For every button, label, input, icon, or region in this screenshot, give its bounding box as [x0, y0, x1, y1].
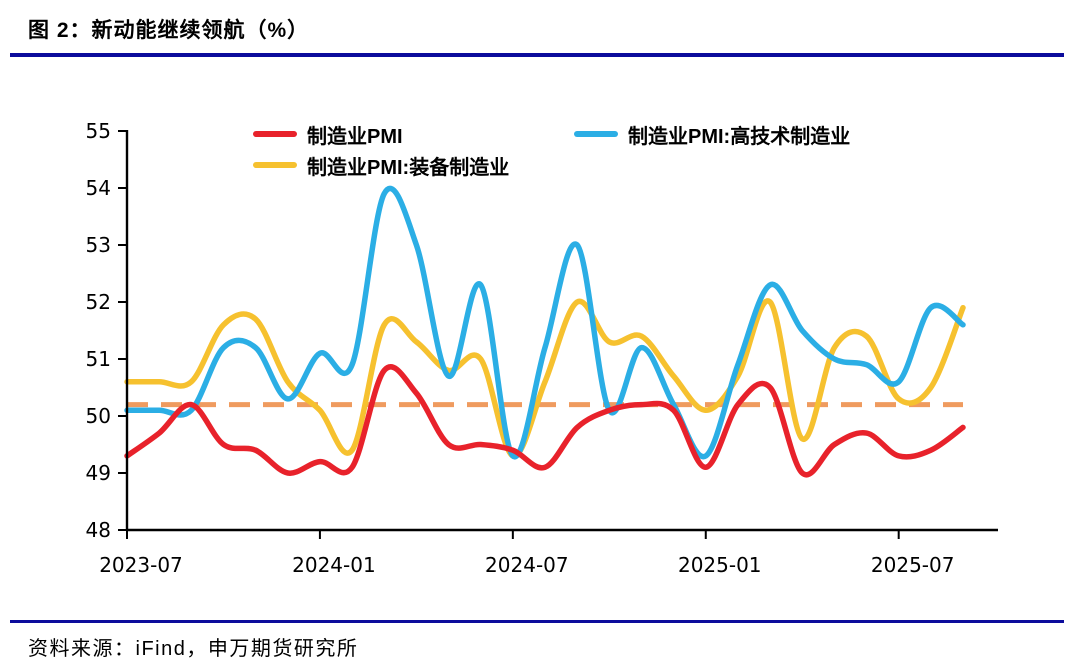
- y-tick-label: 51: [86, 347, 111, 371]
- title-rule: [10, 53, 1064, 57]
- series-line-manufacturing-pmi: [124, 364, 966, 478]
- series-line-hightech-manufacturing: [124, 185, 966, 460]
- x-tick-label: 2025-07: [871, 553, 955, 577]
- y-tick-label: 50: [86, 404, 111, 428]
- x-tick-label: 2024-01: [292, 553, 376, 577]
- legend-item-equipment-manufacturing: 制造业PMI:装备制造业: [253, 153, 510, 179]
- legend-swatch-manufacturing-pmi: [253, 131, 297, 137]
- x-tick-label: 2025-01: [678, 553, 762, 577]
- x-tick-label: 2024-07: [485, 553, 569, 577]
- x-tick-label: 2023-07: [99, 553, 183, 577]
- series-line-equipment-manufacturing: [124, 298, 966, 459]
- footer-rule: [10, 620, 1064, 623]
- y-tick-label: 52: [86, 290, 111, 314]
- y-tick-label: 54: [86, 176, 111, 200]
- figure-title: 图 2：新动能继续领航（%）: [28, 19, 310, 42]
- legend-label-equipment-manufacturing: 制造业PMI:装备制造业: [307, 156, 510, 179]
- legend-swatch-equipment-manufacturing: [253, 162, 297, 168]
- y-tick-label: 53: [86, 233, 111, 257]
- y-tick-label: 49: [86, 461, 111, 485]
- legend-item-hightech-manufacturing: 制造业PMI:高技术制造业: [574, 122, 851, 148]
- legend-label-hightech-manufacturing: 制造业PMI:高技术制造业: [628, 125, 851, 148]
- legend-label-manufacturing-pmi: 制造业PMI: [307, 125, 403, 148]
- legend-swatch-hightech-manufacturing: [574, 131, 618, 137]
- source-text: 资料来源：iFind，申万期货研究所: [28, 638, 359, 660]
- legend-item-manufacturing-pmi: 制造业PMI: [253, 122, 403, 148]
- y-tick-label: 55: [86, 119, 111, 143]
- y-tick-label: 48: [86, 518, 111, 542]
